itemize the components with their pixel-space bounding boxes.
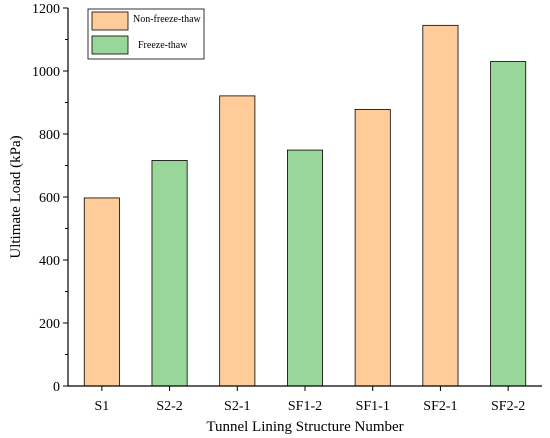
bar-s2-2 xyxy=(151,160,188,387)
bar-sf2-2 xyxy=(490,61,527,387)
legend: Non-freeze-thaw Freeze-thaw xyxy=(87,8,205,60)
x-tick-label-s2-2: S2-2 xyxy=(156,399,182,414)
x-tick-label-s2-1: S2-1 xyxy=(224,399,250,414)
legend-swatch-freeze-thaw xyxy=(91,35,129,55)
x-tick-label-sf2-1: SF2-1 xyxy=(423,399,457,414)
bar-s2-1 xyxy=(219,95,256,387)
y-tick-label: 0 xyxy=(53,380,60,395)
bars-layer xyxy=(83,24,527,387)
x-ticks: S1 S2-2 S2-1 SF1-2 SF1-1 SF2-1 SF2-2 xyxy=(94,386,525,414)
bar-sf2-1 xyxy=(422,24,459,387)
legend-swatch-non-freeze-thaw xyxy=(91,11,129,31)
y-tick-label: 200 xyxy=(39,317,60,332)
x-tick-label-sf1-2: SF1-2 xyxy=(288,399,322,414)
y-axis-title: Ultimate Load (kPa) xyxy=(8,135,24,258)
legend-label-non-freeze-thaw: Non-freeze-thaw xyxy=(133,14,202,25)
y-tick-label: 1200 xyxy=(32,2,60,17)
y-ticks: 0 200 400 600 800 1000 1200 xyxy=(32,2,68,395)
bar-sf1-2 xyxy=(286,149,324,387)
x-axis-title: Tunnel Lining Structure Number xyxy=(206,419,403,435)
axes-layer: 0 200 400 600 800 1000 1200 S1 S2-2 S2-1 SF1-2 SF1… xyxy=(8,2,542,435)
legend-label-freeze-thaw: Freeze-thaw xyxy=(138,40,188,51)
y-tick-label: 600 xyxy=(39,191,60,206)
bar-s1 xyxy=(83,197,120,387)
x-tick-label-sf1-1: SF1-1 xyxy=(356,399,390,414)
y-tick-label: 400 xyxy=(39,254,60,269)
x-tick-label-sf2-2: SF2-2 xyxy=(491,399,525,414)
bar-sf1-1 xyxy=(354,109,391,387)
y-tick-label: 800 xyxy=(39,128,60,143)
x-tick-label-s1: S1 xyxy=(94,399,109,414)
y-tick-label: 1000 xyxy=(32,65,60,80)
